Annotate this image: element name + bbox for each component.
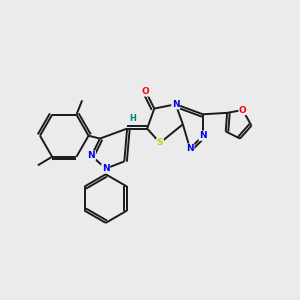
Text: S: S [157, 138, 163, 147]
Text: O: O [142, 87, 150, 96]
Text: N: N [102, 164, 110, 173]
Text: N: N [172, 100, 179, 109]
Text: N: N [186, 144, 194, 153]
Text: H: H [129, 114, 136, 123]
Text: O: O [239, 106, 247, 115]
Text: N: N [199, 131, 207, 140]
Text: N: N [88, 151, 95, 160]
